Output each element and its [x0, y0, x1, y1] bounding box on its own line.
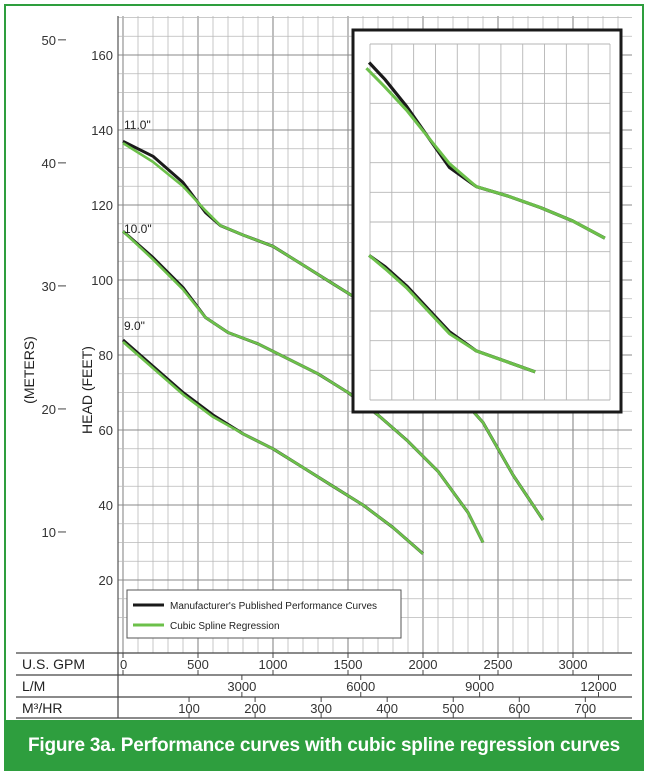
y-tick-label-feet: 60 [99, 423, 113, 438]
y-tick-label-feet: 140 [91, 123, 113, 138]
curves: 11.0" 10.0" 9.0" [122, 118, 545, 555]
y-axis-title-meters: (METERS) [21, 336, 37, 404]
y-tick-label-meters: 40 [42, 156, 56, 171]
y-tick-label-meters: 10 [42, 525, 56, 540]
y-tick-label-meters: 30 [42, 279, 56, 294]
x-axis-tick-label: 100 [178, 701, 200, 716]
x-axis-tick-label: 500 [442, 701, 464, 716]
y-tick-label-feet: 20 [99, 573, 113, 588]
x-axis-tick-label: 0 [120, 657, 127, 672]
x-axis-tick-label: 200 [244, 701, 266, 716]
x-axis-tick-label: 600 [508, 701, 530, 716]
x-axis-unit-label: U.S. GPM [22, 656, 85, 672]
y-tick-label-feet: 80 [99, 348, 113, 363]
x-axis-tick-label: 1000 [259, 657, 288, 672]
inset [351, 28, 623, 414]
regression-curve [122, 230, 485, 544]
x-axis-tick-label: 12000 [580, 679, 616, 694]
x-axis-tick-label: 2500 [484, 657, 513, 672]
x-axis-tick-label: 2000 [409, 657, 438, 672]
y-tick-label-feet: 120 [91, 198, 113, 213]
inset-regression-curve [368, 254, 536, 374]
x-axis-tick-label: 400 [376, 701, 398, 716]
legend-label-regression: Cubic Spline Regression [170, 621, 280, 632]
y-tick-label-meters: 20 [42, 402, 56, 417]
legend: Manufacturer's Published Performance Cur… [126, 589, 402, 639]
legend-label-published: Manufacturer's Published Performance Cur… [170, 601, 377, 612]
x-axis-unit-label: L/M [22, 678, 45, 694]
x-axis-unit-label: M³/HR [22, 700, 62, 716]
axes: HEAD (FEET) (METERS) 20 40 60 80 100 120 140 16… [21, 33, 113, 588]
x-axis-tick-label: 700 [574, 701, 596, 716]
x-axis-tick-label: 3000 [227, 679, 256, 694]
x-axis-tick-label: 6000 [346, 679, 375, 694]
curve-impeller-label: 11.0" [124, 118, 151, 132]
regression-curve [122, 340, 424, 555]
x-axis-tick-label: 3000 [559, 657, 588, 672]
x-axis-tick-label: 9000 [465, 679, 494, 694]
x-axis-tick-label: 300 [310, 701, 332, 716]
legend-box [126, 589, 402, 639]
y-tick-label-feet: 160 [91, 48, 113, 63]
curve-impeller-label: 10.0" [124, 222, 152, 236]
inset-regression-curve [365, 67, 606, 240]
y-tick-label-meters: 50 [42, 33, 56, 48]
figure-caption: Figure 3a. Performance curves with cubic… [4, 720, 644, 771]
x-axis-tables: U.S. GPM 0 500 1000 1500 2000 2500 3000 L/M 3000 6… [16, 652, 632, 719]
y-axis-title-feet: HEAD (FEET) [79, 346, 95, 434]
curve-impeller-label: 9.0" [124, 319, 145, 333]
x-axis-tick-label: 1500 [334, 657, 363, 672]
y-tick-label-feet: 100 [91, 273, 113, 288]
y-tick-label-feet: 40 [99, 498, 113, 513]
x-axis-table-background [16, 653, 632, 718]
x-axis-tick-label: 500 [187, 657, 209, 672]
regression-curve [122, 141, 545, 521]
